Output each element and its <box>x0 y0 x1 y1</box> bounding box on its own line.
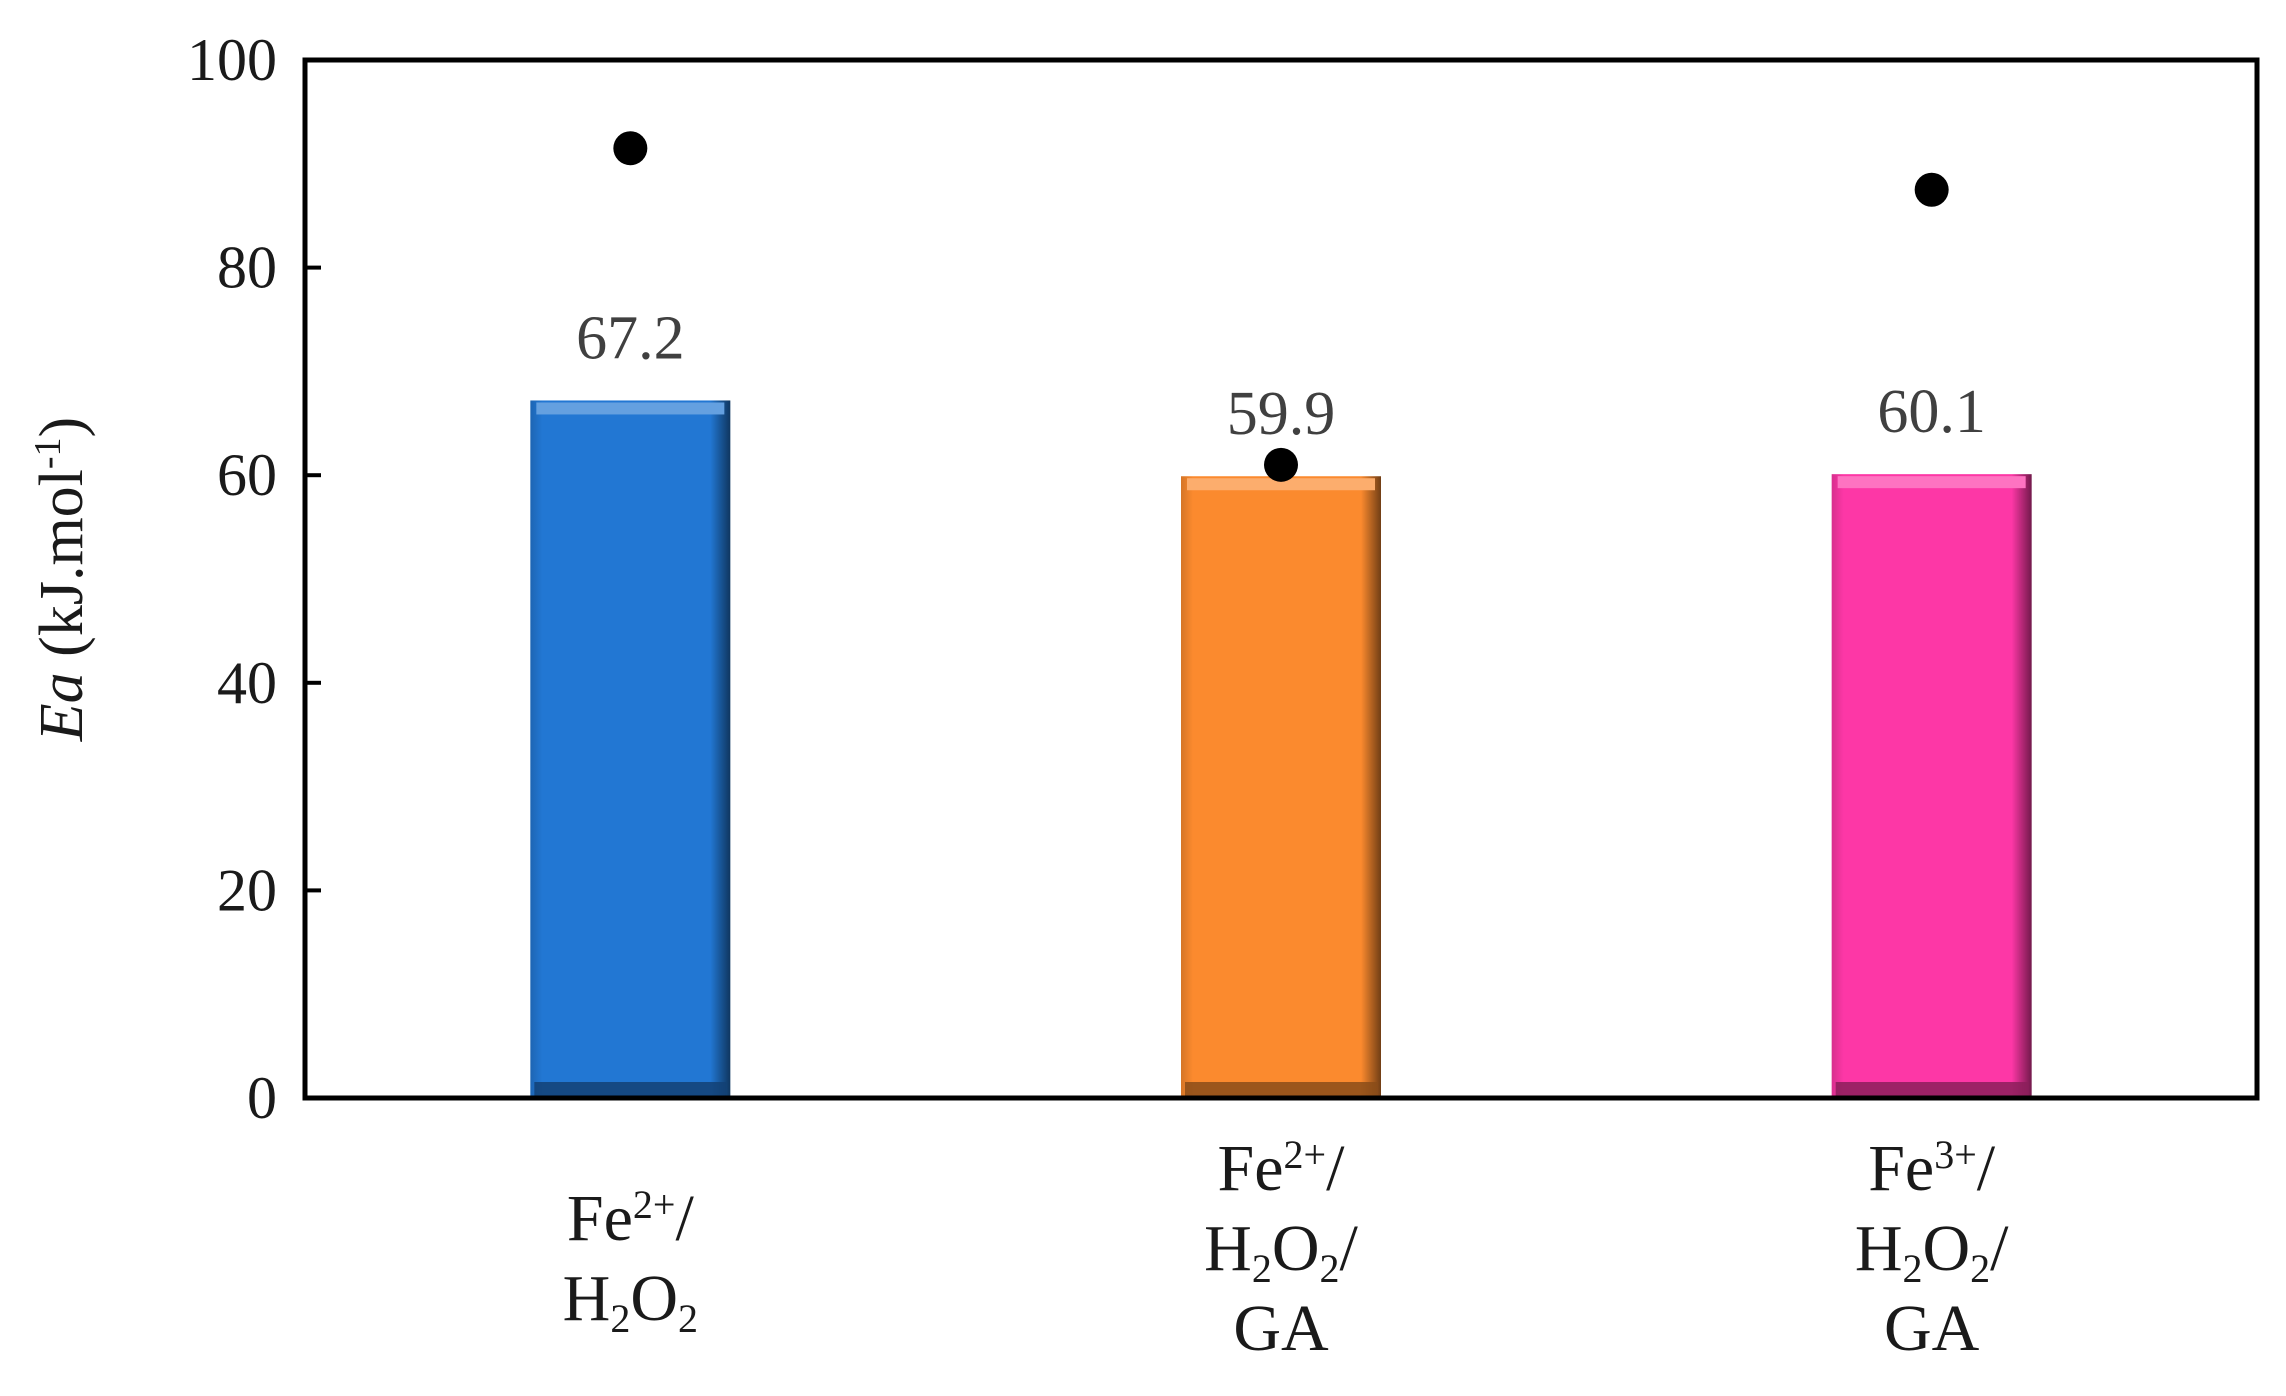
bar-bottom-bevel <box>1185 1082 1377 1096</box>
y-tick-label: 100 <box>187 27 277 93</box>
data-point <box>613 131 648 166</box>
data-label: 59.9 <box>1227 380 1336 448</box>
bar-group <box>1831 474 2032 1098</box>
bar-bottom-bevel <box>1835 1082 2028 1096</box>
y-tick-label: 80 <box>217 235 277 301</box>
data-label: 60.1 <box>1877 378 1986 446</box>
bar <box>1831 474 2032 1098</box>
bar-top-bevel <box>1187 478 1375 491</box>
data-point <box>1264 447 1298 482</box>
bars-layer <box>530 400 2032 1098</box>
data-label: 67.2 <box>576 304 685 372</box>
x-tick-label-line: H2O2/ <box>1855 1212 2009 1291</box>
bar-top-bevel <box>1837 476 2026 489</box>
y-axis-label: Ea (kJ.mol-1) <box>27 417 96 742</box>
x-category-label: Fe2+/H2O2/GA <box>1204 1132 1358 1365</box>
x-tick-label-line: GA <box>1884 1292 1980 1365</box>
x-tick-label-line: H2O2 <box>563 1262 698 1341</box>
bar-group <box>530 400 731 1098</box>
y-tick-label: 60 <box>217 442 277 508</box>
plot-frame <box>302 57 2260 1101</box>
x-tick-label-line: Fe2+/ <box>567 1182 695 1255</box>
y-tick-label: 0 <box>247 1065 277 1131</box>
bar-top-bevel <box>536 402 725 415</box>
y-tick-label: 40 <box>217 650 277 716</box>
points-layer <box>613 131 1949 482</box>
bar-bottom-bevel <box>534 1082 727 1096</box>
x-tick-label-line: H2O2/ <box>1204 1212 1358 1291</box>
bar <box>1181 476 1381 1098</box>
y-axis-ticks: 0 20 40 60 80 100 <box>187 27 321 1131</box>
data-point <box>1914 172 1949 207</box>
x-category-label: Fe3+/H2O2/GA <box>1855 1132 2009 1365</box>
value-labels-layer: 67.2 59.9 60.1 <box>576 304 1986 448</box>
x-tick-label-line: GA <box>1233 1292 1329 1365</box>
x-tick-label-line: Fe3+/ <box>1868 1132 1996 1205</box>
y-tick-label: 20 <box>217 857 277 923</box>
x-tick-label-line: Fe2+/ <box>1218 1132 1346 1205</box>
bar-group <box>1181 476 1381 1098</box>
x-category-label: Fe2+/H2O2 <box>563 1182 698 1341</box>
bar <box>530 400 731 1098</box>
